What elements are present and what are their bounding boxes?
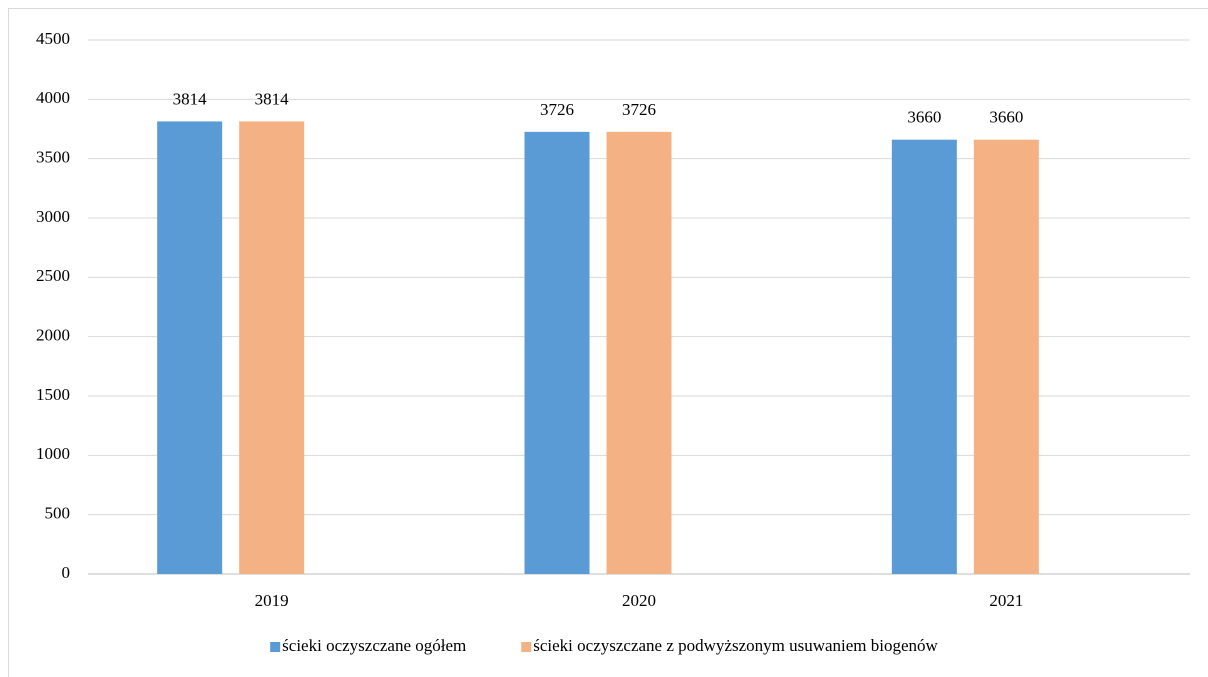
bar: [973, 139, 1039, 574]
y-tick-label: 3500: [36, 148, 70, 167]
data-label: 3814: [255, 89, 290, 108]
y-tick-label: 2500: [36, 266, 70, 285]
bar: [239, 121, 305, 574]
legend-label: ścieki oczyszczane z podwyższonym usuwan…: [533, 636, 938, 655]
x-tick-label: 2019: [255, 591, 289, 610]
data-label: 3660: [907, 108, 941, 127]
y-tick-label: 4500: [36, 29, 70, 48]
x-tick-label: 2020: [622, 591, 656, 610]
y-tick-label: 3000: [36, 207, 70, 226]
data-label: 3660: [989, 108, 1023, 127]
data-label: 3814: [173, 89, 208, 108]
data-label: 3726: [540, 100, 574, 119]
legend-swatch: [270, 642, 281, 652]
x-tick-label: 2021: [989, 591, 1023, 610]
legend-swatch: [521, 642, 532, 652]
y-tick-label: 1000: [36, 444, 70, 463]
bar: [157, 121, 223, 574]
data-label: 3726: [622, 100, 656, 119]
y-tick-label: 500: [45, 504, 71, 523]
chart-frame: [8, 8, 1208, 677]
y-tick-label: 2000: [36, 326, 70, 345]
bar: [606, 131, 672, 574]
y-tick-label: 0: [62, 563, 71, 582]
y-tick-label: 4000: [36, 88, 70, 107]
bar: [891, 139, 957, 574]
legend-label: ścieki oczyszczane ogółem: [282, 636, 466, 655]
bar: [524, 131, 590, 574]
y-tick-label: 1500: [36, 385, 70, 404]
